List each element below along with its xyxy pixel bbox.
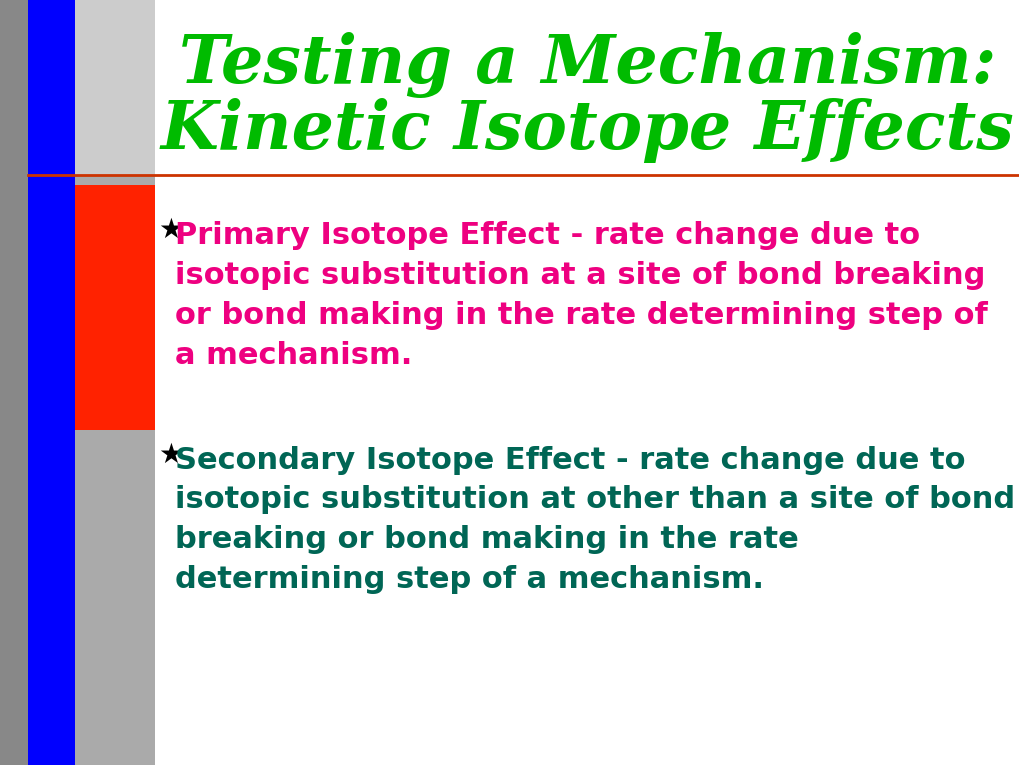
Text: or bond making in the rate determining step of: or bond making in the rate determining s… (175, 301, 986, 330)
Text: ★: ★ (158, 216, 182, 244)
Text: Secondary Isotope Effect - rate change due to: Secondary Isotope Effect - rate change d… (175, 445, 965, 474)
Bar (28, 580, 75, 765)
Text: ★: ★ (158, 441, 182, 469)
Text: breaking or bond making in the rate: breaking or bond making in the rate (175, 526, 798, 555)
Bar (0, 0, 28, 765)
Bar (155, 0, 1019, 765)
Bar (75, 175, 155, 765)
Text: determining step of a mechanism.: determining step of a mechanism. (175, 565, 763, 594)
Text: Primary Isotope Effect - rate change due to: Primary Isotope Effect - rate change due… (175, 220, 919, 249)
Text: Testing a Mechanism:: Testing a Mechanism: (178, 32, 996, 98)
Bar (28, 0, 155, 765)
Text: isotopic substitution at a site of bond breaking: isotopic substitution at a site of bond … (175, 261, 984, 289)
Bar (75, 185, 155, 430)
Text: isotopic substitution at other than a site of bond: isotopic substitution at other than a si… (175, 486, 1014, 515)
Text: a mechanism.: a mechanism. (175, 340, 412, 369)
Text: Kinetic Isotope Effects: Kinetic Isotope Effects (160, 97, 1013, 162)
Bar (28, 0, 75, 765)
